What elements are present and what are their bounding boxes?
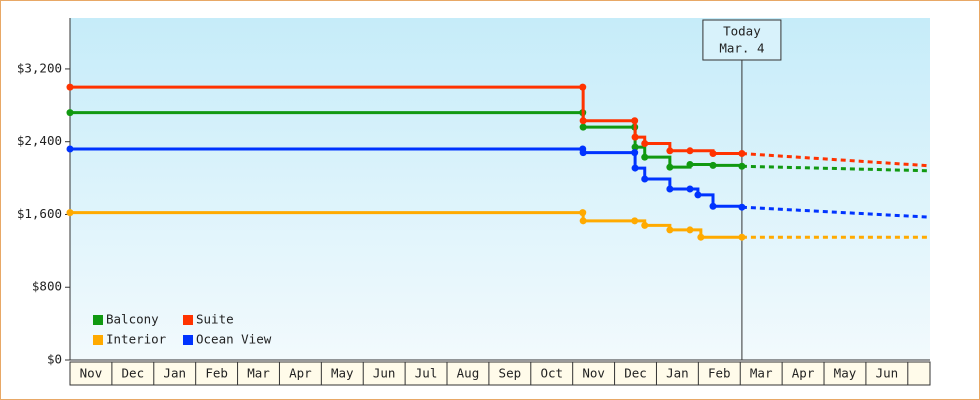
x-tick-label: Feb	[708, 366, 731, 381]
point	[666, 147, 674, 155]
x-tick-label: Jun	[373, 366, 396, 381]
point	[66, 145, 74, 153]
point	[709, 161, 717, 169]
x-tick-label: Dec	[624, 366, 647, 381]
x-tick-label: Sep	[499, 366, 522, 381]
y-tick-label: $0	[47, 352, 62, 367]
point	[666, 163, 674, 171]
point	[666, 226, 674, 234]
forecast-line	[741, 164, 931, 173]
point	[631, 217, 639, 225]
point	[709, 202, 717, 210]
x-tick-label: Jan	[163, 366, 186, 381]
x-axis-band	[69, 361, 931, 386]
legend-label: Suite	[196, 312, 234, 327]
x-tick-label: Apr	[792, 366, 815, 381]
x-tick-label: Jun	[876, 366, 899, 381]
point	[66, 109, 74, 117]
point	[631, 143, 639, 151]
point	[631, 133, 639, 141]
x-tick-label: May	[331, 366, 354, 381]
point	[579, 117, 587, 125]
point	[697, 233, 705, 241]
forecast-line	[741, 152, 931, 168]
point	[66, 83, 74, 91]
point	[641, 140, 649, 148]
y-tick-label: $800	[32, 279, 62, 294]
x-tick-label: Nov	[80, 366, 103, 381]
x-tick-label: Jul	[415, 366, 438, 381]
point	[631, 149, 639, 157]
point	[709, 150, 717, 158]
point	[579, 123, 587, 131]
y-tick-label: $3,200	[17, 60, 62, 75]
point	[738, 233, 746, 241]
today-label: Mar. 4	[719, 41, 764, 56]
point	[666, 185, 674, 193]
point	[66, 209, 74, 217]
point	[738, 150, 746, 158]
point	[631, 117, 639, 125]
legend-swatch	[183, 315, 193, 325]
point	[641, 221, 649, 229]
point	[738, 203, 746, 211]
legend-label: Ocean View	[196, 332, 272, 347]
point	[579, 209, 587, 217]
x-tick-label: Feb	[205, 366, 228, 381]
point	[686, 226, 694, 234]
legend-swatch	[183, 335, 193, 345]
x-tick-label: Jan	[666, 366, 689, 381]
point	[641, 175, 649, 183]
today-label: Today	[723, 24, 761, 39]
x-tick-label: Mar	[247, 366, 270, 381]
point	[738, 162, 746, 170]
point	[579, 217, 587, 225]
point	[579, 149, 587, 157]
point	[579, 83, 587, 91]
legend-swatch	[93, 335, 103, 345]
point	[641, 153, 649, 161]
today-box	[702, 19, 782, 61]
legend-swatch	[93, 315, 103, 325]
series-line	[70, 85, 742, 156]
y-tick-label: $2,400	[17, 133, 62, 148]
legend-label: Balcony	[106, 312, 159, 327]
forecast-line	[741, 205, 931, 219]
x-tick-label: Oct	[540, 366, 563, 381]
x-tick-label: Nov	[582, 366, 605, 381]
point	[686, 160, 694, 168]
x-tick-label: May	[834, 366, 857, 381]
x-tick-label: Mar	[750, 366, 773, 381]
point	[686, 185, 694, 193]
legend-label: Interior	[106, 332, 167, 347]
x-tick-label: Apr	[289, 366, 312, 381]
point	[686, 147, 694, 155]
plot-area	[70, 18, 930, 360]
point	[631, 164, 639, 172]
x-tick-label: Aug	[457, 366, 480, 381]
y-tick-label: $1,600	[17, 206, 62, 221]
point	[694, 191, 702, 199]
x-tick-label: Dec	[122, 366, 145, 381]
